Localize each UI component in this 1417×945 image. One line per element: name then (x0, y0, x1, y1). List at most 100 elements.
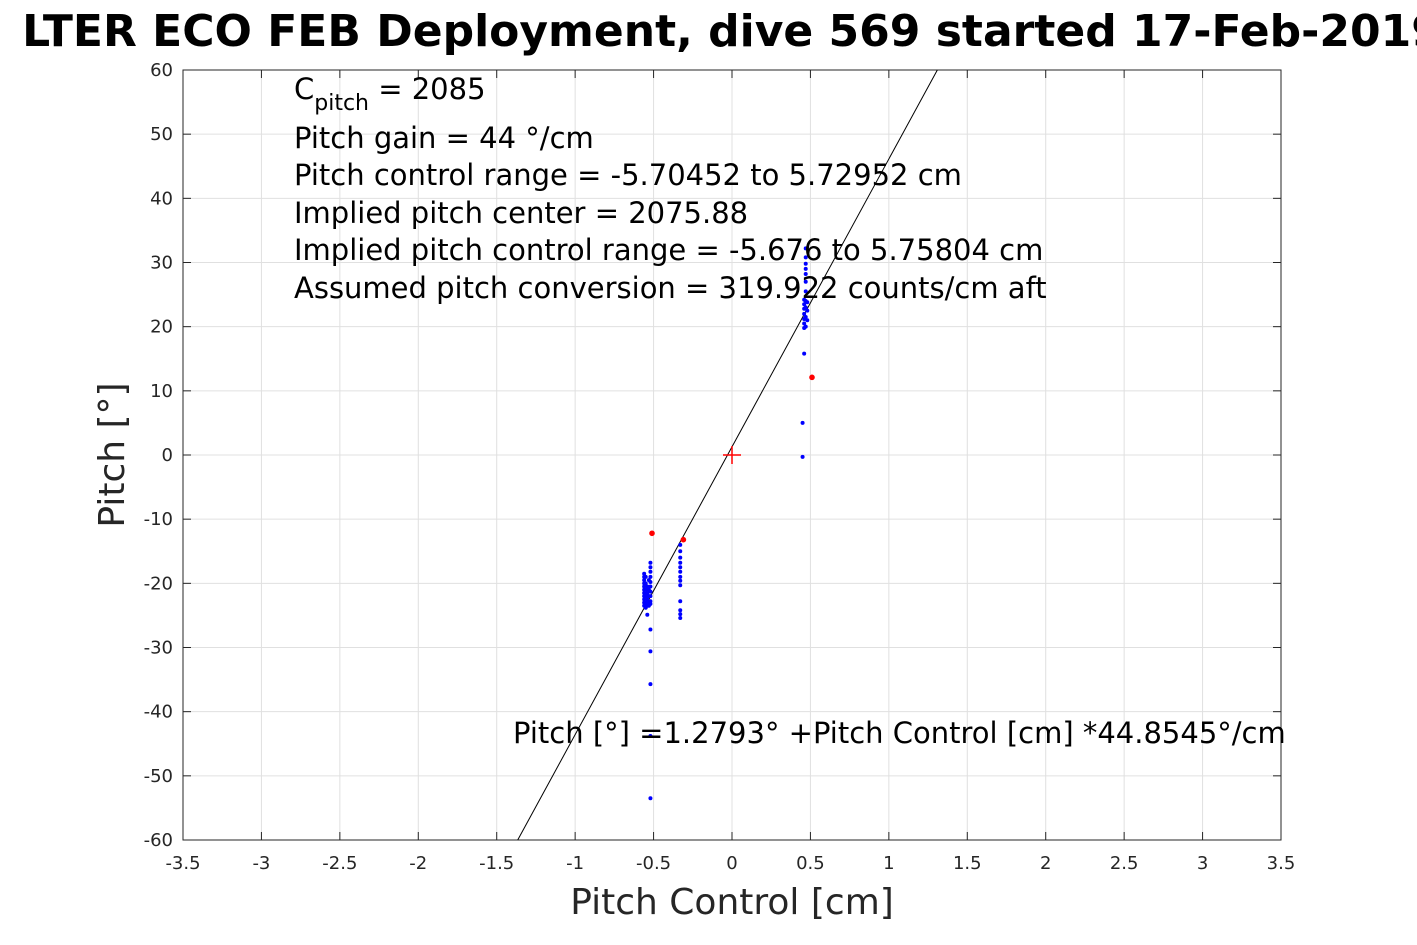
x-tick-label: 1.5 (953, 853, 982, 874)
grid-lines (182, 69, 1282, 841)
data-point-blue (645, 590, 650, 595)
y-tick-label: -60 (144, 830, 173, 851)
data-point-blue (803, 261, 808, 266)
data-point-blue (643, 587, 648, 592)
data-point-blue (678, 565, 683, 570)
data-point-blue (678, 608, 683, 613)
data-point-blue (803, 289, 808, 294)
data-layer (517, 69, 938, 841)
y-tick-label: 40 (150, 188, 173, 209)
data-point-blue (648, 734, 653, 739)
y-tick-label: 0 (162, 445, 173, 466)
data-point-blue (648, 682, 653, 687)
data-point-blue (803, 246, 808, 251)
y-tick-label: 20 (150, 317, 173, 338)
data-point-blue (643, 600, 648, 605)
x-tick-label: 0.5 (796, 853, 825, 874)
x-tick-label: -2.5 (322, 853, 357, 874)
data-point-blue (648, 574, 653, 579)
annotation-assumed-conversion: Assumed pitch conversion = 319.922 count… (294, 271, 1047, 305)
data-point-blue (803, 272, 808, 277)
y-tick-label: 30 (150, 253, 173, 274)
data-point-blue (678, 555, 683, 560)
x-tick-label: 0 (726, 853, 737, 874)
annotation-implied-center: Implied pitch center = 2075.88 (294, 196, 748, 230)
y-tick-label: 50 (150, 124, 173, 145)
data-point-blue (648, 580, 653, 585)
center-cross-marker (723, 446, 741, 464)
data-point-blue (678, 549, 683, 554)
data-point-blue (800, 454, 805, 459)
x-tick-label: -3 (252, 853, 270, 874)
data-point-blue (803, 305, 808, 310)
x-tick-label: 3 (1197, 853, 1208, 874)
data-point-blue (802, 302, 807, 307)
data-point-blue (648, 594, 653, 599)
x-tick-label: 2 (1040, 853, 1051, 874)
data-point-blue (648, 627, 653, 632)
data-point-blue (648, 584, 653, 589)
data-point-blue (642, 578, 647, 583)
data-point-blue (645, 584, 650, 589)
data-point-blue (802, 351, 807, 356)
data-point-red (809, 374, 815, 381)
annotation-implied-range: Implied pitch control range = -5.676 to … (294, 233, 1043, 267)
data-point-blue (803, 279, 808, 284)
x-tick-label: -1.5 (479, 853, 514, 874)
x-tick-label: -2 (409, 853, 427, 874)
y-tick-label: -50 (144, 766, 173, 787)
data-point-red (680, 536, 687, 543)
data-point-red (649, 530, 655, 537)
tick-labels: -3.5 -3 -2.5 -2 -1.5 -1 -0.5 0 0.5 1 1.5 2 2.5 3 3.5 60… (144, 60, 1296, 874)
data-point-blue (648, 601, 653, 606)
data-point-blue (648, 649, 653, 654)
data-point-blue (643, 581, 648, 586)
data-point-blue (642, 584, 647, 589)
data-point-blue (645, 612, 650, 617)
y-axis-label: Pitch [°] (92, 382, 133, 527)
data-point-blue (678, 612, 683, 617)
x-tick-label: -1 (566, 853, 584, 874)
data-point-blue (678, 599, 683, 604)
data-point-blue (642, 597, 647, 602)
data-point-blue (648, 565, 653, 570)
axis-ticks (182, 69, 1282, 841)
data-point-blue (678, 574, 683, 579)
annotation-cpitch: Cpitch = 2085 (294, 72, 486, 116)
data-point-blue (802, 311, 807, 316)
y-tick-label: 60 (150, 60, 173, 81)
chart-title: LTER ECO FEB Deployment, dive 569 starte… (22, 6, 1417, 57)
data-point-blue (805, 300, 810, 305)
x-tick-label: 3.5 (1267, 853, 1296, 874)
data-point-blue (803, 315, 808, 320)
data-point-blue (678, 615, 683, 620)
x-tick-label: -0.5 (636, 853, 671, 874)
data-point-blue (678, 583, 683, 588)
data-point-blue (648, 560, 653, 565)
y-tick-label: 10 (150, 381, 173, 402)
y-tick-label: -20 (144, 573, 173, 594)
data-point-blue (802, 321, 807, 326)
data-point-blue (805, 318, 810, 323)
x-tick-label: -3.5 (165, 853, 200, 874)
annotation-pitch-control-range: Pitch control range = -5.70452 to 5.7295… (294, 158, 962, 192)
data-point-blue (642, 571, 647, 576)
data-point-blue (678, 569, 683, 574)
data-point-blue (803, 266, 808, 271)
annotation-pitch-gain: Pitch gain = 44 °/cm (294, 121, 594, 155)
y-tick-label: -40 (144, 702, 173, 723)
data-point-blue (643, 594, 648, 599)
annotation-fit-equation: Pitch [°] =1.2793° +Pitch Control [cm] *… (513, 716, 1286, 750)
data-point-blue (803, 255, 808, 260)
x-tick-label: 2.5 (1110, 853, 1139, 874)
x-tick-label: 1 (883, 853, 894, 874)
x-axis-label: Pitch Control [cm] (570, 882, 894, 923)
data-point-blue (648, 569, 653, 574)
data-point-blue (645, 597, 650, 602)
data-point-blue (642, 590, 647, 595)
data-point-blue (643, 574, 648, 579)
data-point-blue (678, 578, 683, 583)
data-point-blue (648, 589, 653, 594)
data-point-blue (803, 324, 808, 329)
